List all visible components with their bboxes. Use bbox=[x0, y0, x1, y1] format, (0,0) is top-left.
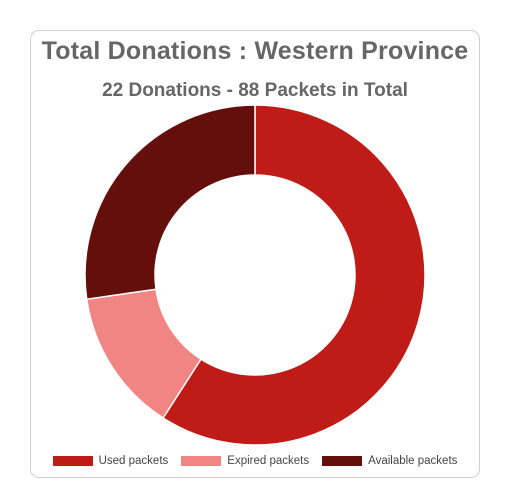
legend-swatch bbox=[181, 456, 222, 466]
donut-slice-used-packets[interactable] bbox=[162, 104, 426, 446]
legend-item-used-packets[interactable]: Used packets bbox=[52, 455, 169, 467]
chart-subtitle: 22 Donations - 88 Packets in Total bbox=[102, 80, 408, 101]
legend-item-available-packets[interactable]: Available packets bbox=[322, 455, 457, 467]
legend-swatch bbox=[52, 456, 93, 466]
legend-swatch bbox=[322, 456, 363, 466]
donut-slice-available-packets[interactable] bbox=[84, 104, 256, 301]
chart-legend: Used packets Expired packets Available pac… bbox=[30, 455, 480, 467]
legend-label: Available packets bbox=[368, 455, 458, 467]
legend-label: Used packets bbox=[98, 455, 169, 467]
legend-item-expired-packets[interactable]: Expired packets bbox=[181, 455, 309, 467]
legend-label: Expired packets bbox=[227, 455, 310, 467]
chart-title: Total Donations : Western Province bbox=[41, 37, 469, 65]
